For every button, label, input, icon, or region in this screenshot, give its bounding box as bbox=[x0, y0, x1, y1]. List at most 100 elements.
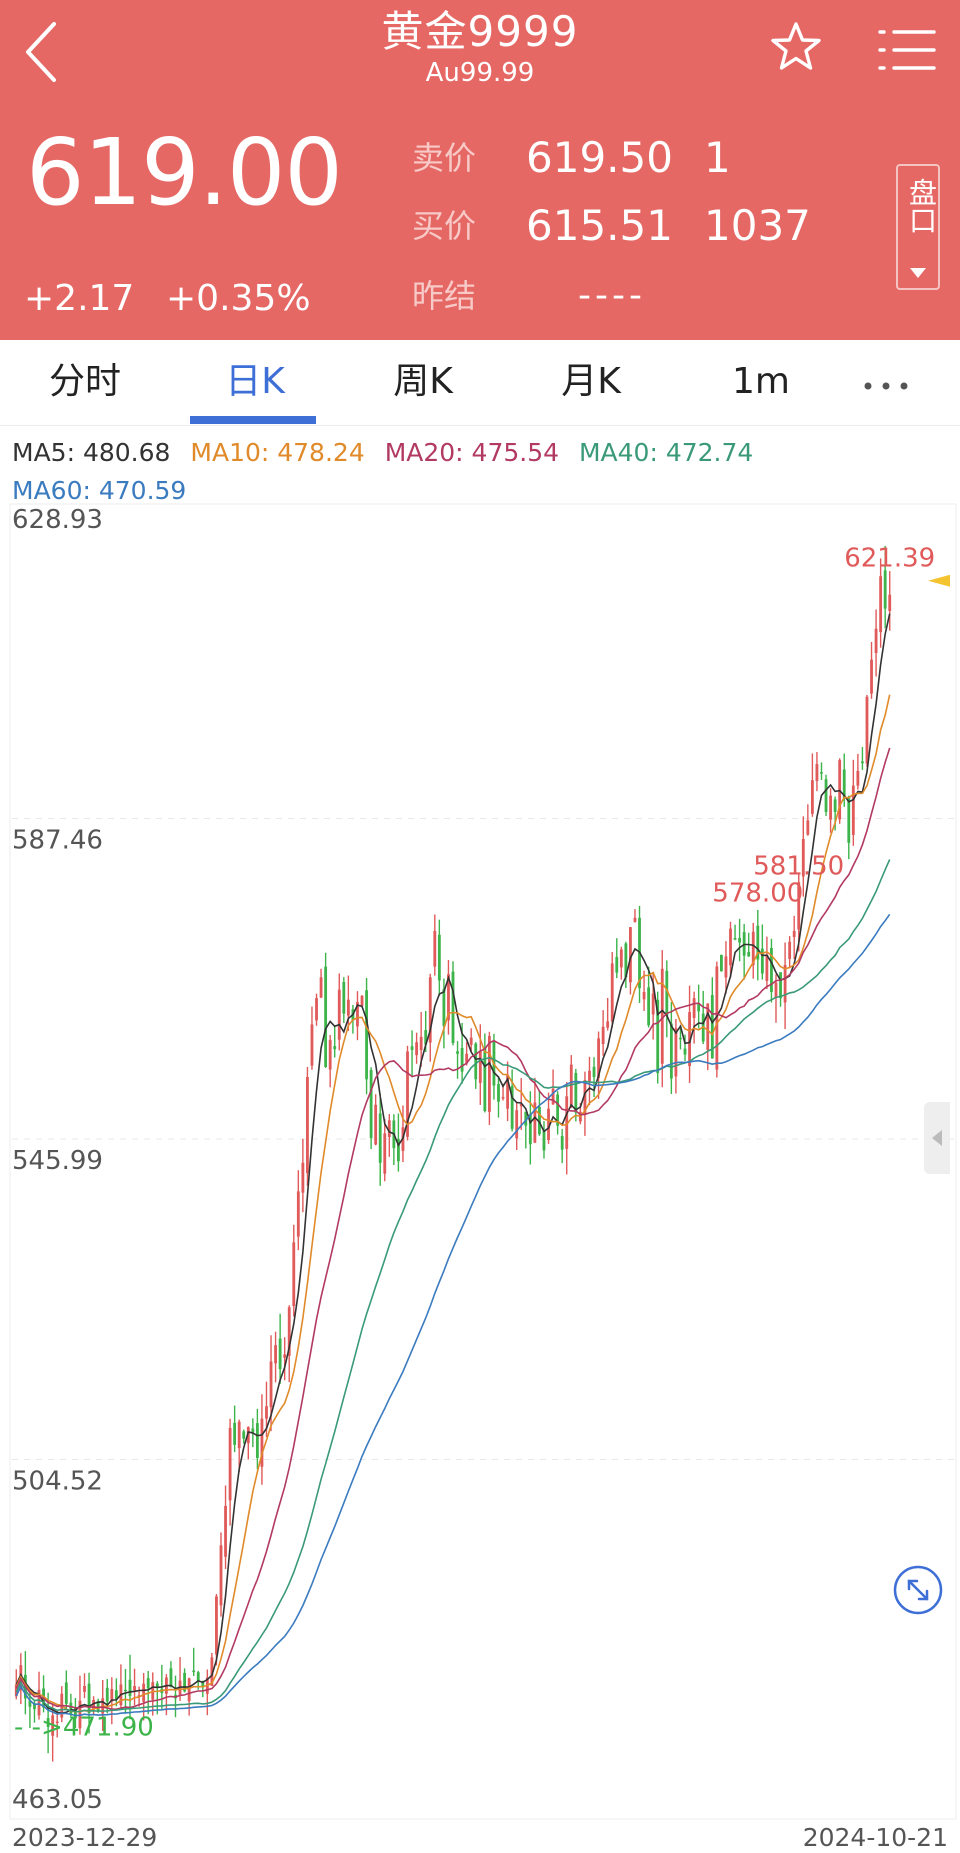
back-arrow-icon[interactable] bbox=[22, 20, 62, 84]
candle-body bbox=[406, 1051, 409, 1137]
candle-body bbox=[74, 1707, 77, 1719]
candle-body bbox=[629, 927, 632, 983]
candle-body bbox=[28, 1700, 32, 1707]
candle-body bbox=[333, 1046, 337, 1050]
sell-label: 卖价 bbox=[412, 139, 477, 177]
candle-body bbox=[78, 1700, 82, 1729]
candle-body bbox=[651, 993, 655, 1015]
candle-body bbox=[92, 1699, 96, 1710]
y-tick-label: 587.46 bbox=[12, 826, 103, 856]
candle-body bbox=[33, 1703, 36, 1710]
side-panel-handle[interactable] bbox=[924, 1102, 950, 1174]
candle-body bbox=[324, 966, 328, 1067]
candle-body bbox=[383, 1133, 387, 1174]
candle-body bbox=[519, 1104, 523, 1107]
candle-body bbox=[779, 972, 782, 999]
candle-body bbox=[874, 628, 878, 653]
y-tick-label: 504.52 bbox=[12, 1467, 103, 1497]
candle-body bbox=[274, 1345, 277, 1364]
candle-body bbox=[278, 1338, 282, 1370]
candle-body bbox=[456, 1051, 459, 1054]
prev-settle-label: 昨结 bbox=[412, 277, 477, 315]
candle-body bbox=[224, 1505, 227, 1557]
candle-body bbox=[665, 970, 669, 1016]
candle-body bbox=[96, 1701, 100, 1712]
candle-body bbox=[851, 785, 855, 835]
candle-body bbox=[724, 956, 728, 978]
candle-body bbox=[679, 1037, 682, 1040]
candle-body bbox=[688, 1012, 691, 1067]
candle-body bbox=[196, 1672, 200, 1683]
candle-body bbox=[820, 772, 823, 774]
menu-icon[interactable] bbox=[878, 26, 936, 74]
candle-body bbox=[647, 987, 651, 1026]
candle-body bbox=[378, 1113, 382, 1163]
candle-body bbox=[783, 964, 787, 1003]
candle-body bbox=[806, 820, 810, 835]
candle-body bbox=[310, 1024, 314, 1066]
candle-body bbox=[729, 928, 732, 966]
candle-body bbox=[601, 1026, 605, 1045]
candle-body bbox=[233, 1422, 237, 1445]
more-dots-icon[interactable] bbox=[862, 364, 910, 390]
candle-body bbox=[760, 948, 764, 974]
tab-intraday[interactable]: 分时 bbox=[48, 361, 121, 402]
candle-body bbox=[719, 954, 723, 972]
kline-chart[interactable]: 628.93 587.46 545.99 504.52 463.05 2023-12-29… bbox=[0, 500, 960, 1853]
candle-body bbox=[565, 1096, 569, 1149]
y-tick-label: 545.99 bbox=[12, 1146, 103, 1176]
tab-monthly-k[interactable]: 月K bbox=[561, 361, 621, 402]
candle-body bbox=[624, 943, 628, 978]
order-book-button[interactable]: 盘口 bbox=[896, 164, 940, 290]
candle-body bbox=[55, 1721, 59, 1724]
candle-body bbox=[64, 1682, 68, 1704]
y-tick-label: 628.93 bbox=[12, 505, 103, 535]
ma20-line bbox=[15, 747, 891, 1710]
candle-body bbox=[597, 1038, 600, 1078]
ma10-line bbox=[15, 694, 891, 1713]
candle-body bbox=[451, 971, 455, 1043]
candle-body bbox=[433, 930, 437, 967]
current-price-marker bbox=[928, 574, 950, 587]
candle-body bbox=[283, 1354, 287, 1358]
candle-body bbox=[538, 1106, 541, 1135]
candle-body bbox=[469, 1037, 473, 1045]
candle-body bbox=[870, 659, 873, 694]
candle-body bbox=[751, 931, 755, 966]
candle-body bbox=[506, 1074, 510, 1109]
candle-body bbox=[46, 1718, 50, 1727]
candle-body bbox=[369, 1070, 373, 1139]
candle-body bbox=[733, 938, 737, 940]
candle-body bbox=[815, 763, 819, 781]
candle-body bbox=[292, 1242, 296, 1307]
candle-body bbox=[856, 770, 860, 786]
tab-1m[interactable]: 1m bbox=[732, 361, 790, 402]
candle-body bbox=[842, 769, 846, 799]
candle-body bbox=[615, 956, 619, 973]
star-icon[interactable] bbox=[768, 20, 824, 76]
last-price: 619.00 bbox=[26, 119, 343, 226]
candle-body bbox=[888, 594, 892, 612]
candle-body bbox=[228, 1427, 232, 1501]
candle-body bbox=[792, 930, 796, 938]
candle-body bbox=[660, 968, 664, 1064]
candle-body bbox=[114, 1690, 118, 1700]
candle-body bbox=[501, 1097, 505, 1099]
candle-body bbox=[260, 1418, 264, 1467]
tab-weekly-k[interactable]: 周K bbox=[393, 361, 453, 402]
candle-body bbox=[387, 1120, 391, 1138]
candle-body bbox=[306, 1077, 309, 1174]
caret-down-icon bbox=[910, 268, 926, 278]
ma10-value: MA10: 478.24 bbox=[190, 438, 365, 467]
tab-daily-k[interactable]: 日K bbox=[225, 361, 285, 402]
ma-legend: MA5: 480.68 MA10: 478.24 MA20: 475.54 MA… bbox=[12, 434, 912, 510]
candle-body bbox=[442, 989, 446, 1026]
candle-body bbox=[105, 1687, 109, 1702]
expand-icon[interactable] bbox=[892, 1564, 944, 1616]
candle-body bbox=[360, 995, 364, 1006]
buy-volume: 1037 bbox=[704, 201, 811, 250]
candle-body bbox=[315, 998, 318, 1021]
candle-body bbox=[774, 982, 778, 998]
candle-body bbox=[410, 1046, 414, 1050]
candle-body bbox=[396, 1139, 400, 1162]
